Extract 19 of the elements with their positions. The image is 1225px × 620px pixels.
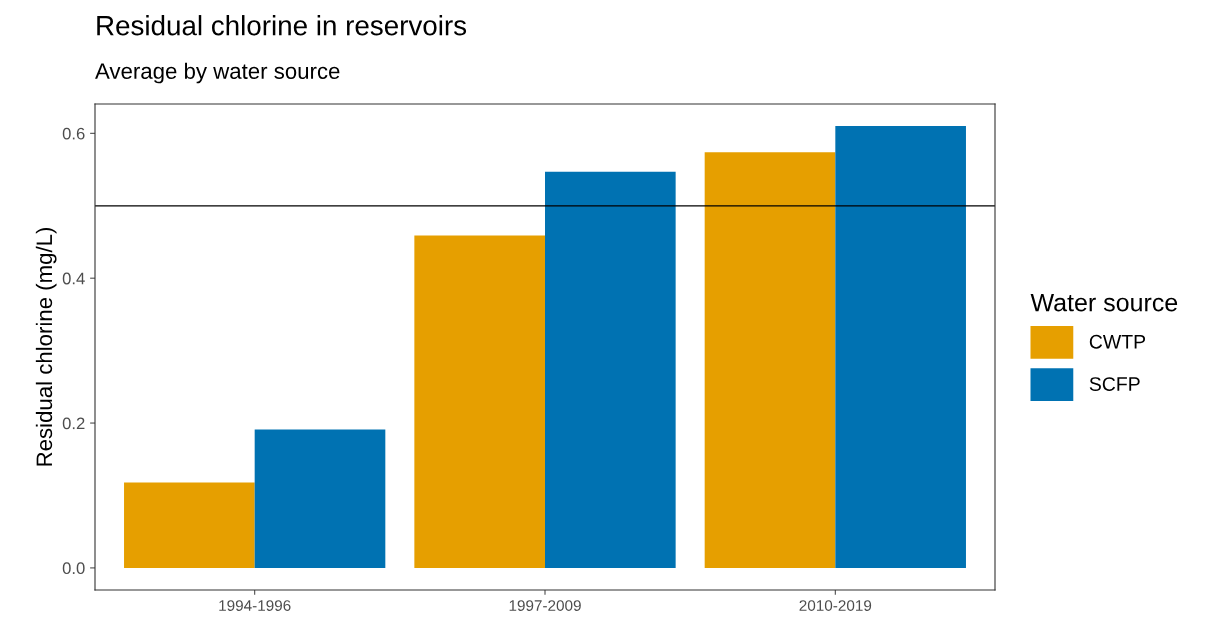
bar <box>414 235 545 568</box>
y-tick-label: 0.6 <box>62 127 85 140</box>
bar <box>254 429 386 568</box>
chart-subtitle: Average by water source <box>95 62 340 84</box>
y-tick-label: 0.2 <box>62 417 85 430</box>
y-tick-label: 0.4 <box>62 272 85 285</box>
legend-label: SCFP <box>1089 377 1140 391</box>
x-tick-label: 2010-2019 <box>799 600 872 611</box>
legend-title: Water source <box>1030 293 1178 312</box>
y-tick-label: 0.0 <box>62 562 85 575</box>
x-tick-label: 1997-2009 <box>509 600 581 611</box>
chart-title: Residual chlorine in reservoirs <box>97 15 467 36</box>
bar <box>545 171 676 568</box>
bar <box>124 482 255 568</box>
legend-label: CWTP <box>1089 334 1146 349</box>
bar <box>835 126 966 568</box>
bar <box>704 152 836 568</box>
x-tick-label: 1994-1996 <box>219 600 291 611</box>
y-axis-title: Residual chlorine (mg/L) <box>35 227 57 466</box>
